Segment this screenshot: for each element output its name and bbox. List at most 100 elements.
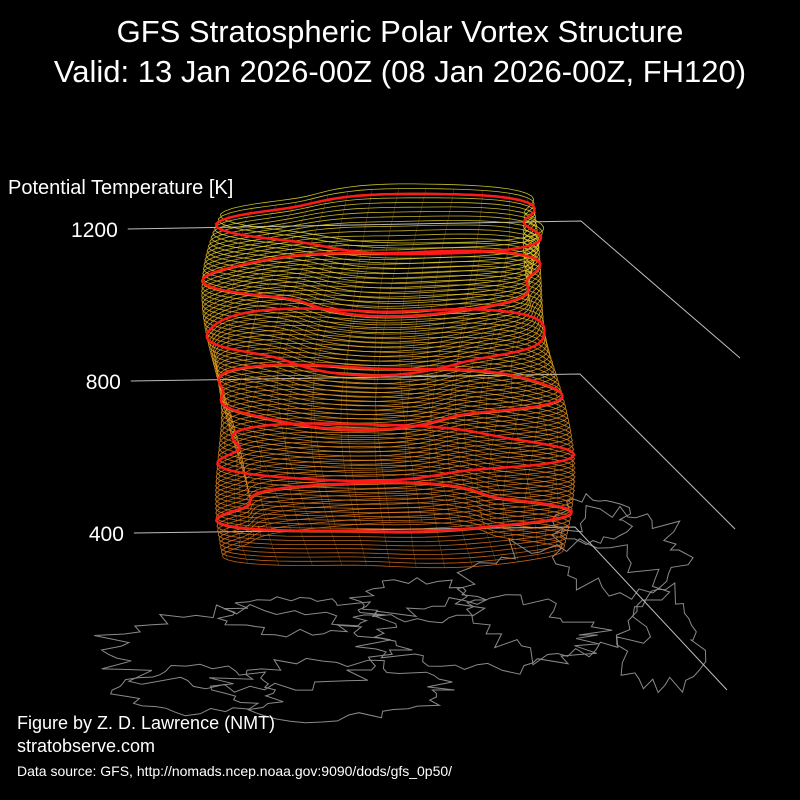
website-credit: stratobserve.com: [17, 736, 155, 756]
surface-contour: [220, 183, 545, 244]
surface-contour: [203, 289, 543, 357]
surface-meridian: [526, 228, 559, 556]
surface-contour: [201, 265, 542, 334]
surface-contour: [220, 384, 569, 449]
coastline: [453, 537, 671, 666]
highlight-contour: [217, 363, 564, 432]
surface-contour: [209, 210, 538, 274]
surface-meridian: [313, 191, 349, 527]
surface-contour: [215, 469, 574, 522]
surface-meridian: [259, 238, 313, 566]
coastline: [216, 596, 386, 638]
surface-meridian: [502, 203, 542, 538]
surface-meridian: [217, 204, 277, 537]
surface-meridian: [216, 229, 244, 556]
surface-meridian: [405, 247, 426, 568]
surface-meridian: [277, 194, 329, 529]
surface-contour: [210, 206, 538, 269]
surface-contour: [206, 220, 539, 284]
surface-contour: [220, 379, 567, 445]
surface-contour: [212, 201, 540, 264]
surface-contour: [201, 261, 542, 329]
coastline: [110, 663, 284, 717]
surface-contour: [207, 311, 546, 380]
surface-meridian: [522, 209, 545, 541]
surface-contour: [215, 441, 576, 497]
highlight-contour: [200, 249, 542, 318]
surface-contour: [216, 488, 571, 538]
surface-contour: [215, 342, 557, 411]
z-tick-label: 1200: [71, 219, 118, 242]
surface-contour: [219, 393, 571, 457]
surface-contour: [210, 325, 550, 394]
coastline: [355, 594, 613, 675]
surface-contour: [213, 334, 554, 402]
surface-contour: [215, 446, 576, 501]
chart-title-line-1: GFS Stratospheric Polar Vortex Structure: [117, 14, 684, 49]
highlighted-contours: [200, 192, 576, 533]
coastline: [349, 577, 487, 624]
surface-meridian: [212, 208, 254, 541]
surface-meridian: [399, 188, 427, 523]
z-tick-label: 400: [89, 523, 124, 546]
surface-meridian: [374, 248, 399, 567]
surface-meridian: [510, 234, 543, 559]
surface-contour: [218, 188, 543, 249]
chart-title-line-2: Valid: 13 Jan 2026-00Z (08 Jan 2026-00Z,…: [54, 54, 746, 89]
surface-contour: [217, 356, 561, 424]
surface-contour: [204, 298, 544, 367]
surface-contour: [204, 229, 540, 294]
surface-contour: [217, 361, 563, 428]
surface-contour: [216, 431, 576, 489]
surface-contour: [209, 320, 549, 389]
z-axis-label: Potential Temperature [K]: [8, 177, 233, 199]
surface-meridian: [346, 189, 373, 525]
surface-contour: [201, 256, 542, 324]
surface-meridian: [522, 218, 573, 548]
surface-meridian: [488, 197, 532, 536]
highlight-contour: [214, 481, 573, 533]
surface-contour: [208, 316, 548, 385]
surface-contour: [201, 274, 543, 343]
surface-meridian: [427, 189, 455, 524]
surface-meridian: [217, 233, 270, 560]
author-credit: Figure by Z. D. Lawrence (NMT): [17, 713, 275, 733]
surface-meridian: [210, 224, 230, 551]
surface-meridian: [310, 244, 350, 566]
surface-contour: [214, 197, 541, 259]
surface-contour: [203, 293, 544, 362]
surface-meridian: [245, 198, 313, 531]
surface-contour: [205, 302, 544, 371]
surface-contour: [216, 483, 572, 534]
coastline: [615, 582, 707, 694]
surface-contour: [217, 492, 571, 542]
surface-contour: [202, 284, 543, 353]
surface-contour: [205, 224, 539, 289]
surface-meridian: [447, 246, 482, 567]
coastline-basemap: [94, 492, 707, 724]
highlight-contour: [216, 422, 576, 483]
surface-meridian: [285, 241, 330, 566]
surface-meridian: [429, 247, 453, 568]
surface-contour: [216, 427, 576, 485]
coastline: [551, 504, 694, 600]
surface-contour: [220, 388, 570, 453]
surface-meridian: [374, 188, 399, 523]
surface-contour: [202, 279, 543, 348]
surface-contour: [215, 478, 573, 530]
z-tick-label: 800: [86, 371, 121, 394]
coastline: [208, 657, 455, 724]
surface-contour: [207, 215, 538, 279]
surface-contour: [202, 242, 541, 309]
surface-contour: [202, 238, 540, 304]
data-source-credit: Data source: GFS, http://nomads.ncep.noa…: [17, 763, 452, 779]
z-gridline: [127, 220, 741, 359]
surface-meridian: [524, 214, 559, 544]
z-tick-labels: 400 800 1200: [71, 219, 124, 546]
surface-meridian: [464, 244, 510, 565]
highlight-contour: [214, 192, 543, 256]
surface-meridian: [485, 240, 532, 562]
surface-contour: [215, 474, 574, 526]
surface-contour: [221, 516, 565, 564]
